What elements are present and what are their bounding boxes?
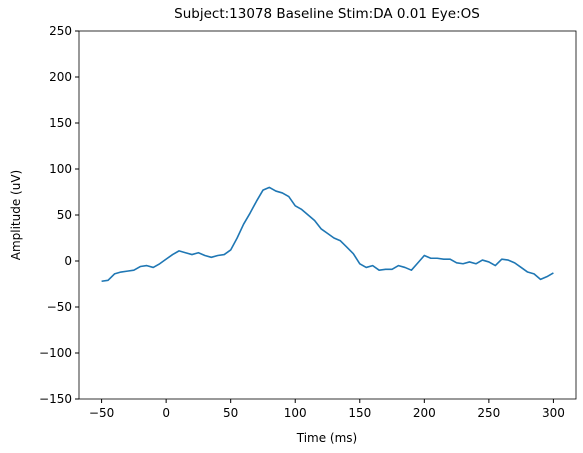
y-tick-label: 200 (49, 70, 72, 84)
x-tick-label: 300 (542, 406, 565, 420)
x-tick-label: 50 (223, 406, 238, 420)
line-series (101, 186, 554, 283)
x-tick-label: 0 (162, 406, 170, 420)
x-tick-label: 200 (413, 406, 436, 420)
y-tick-label: 100 (49, 162, 72, 176)
x-tick-label: −50 (89, 406, 114, 420)
y-tick-label: −150 (39, 392, 72, 406)
y-tick-label: 150 (49, 116, 72, 130)
y-tick-label: −100 (39, 346, 72, 360)
x-tick-label: 250 (477, 406, 500, 420)
y-tick-label: 0 (64, 254, 72, 268)
x-tick-label: 100 (284, 406, 307, 420)
y-tick-label: 50 (57, 208, 72, 222)
x-axis-label: Time (ms) (296, 431, 358, 445)
y-tick-label: 250 (49, 24, 72, 38)
y-tick-label: −50 (47, 300, 72, 314)
y-axis-label: Amplitude (uV) (9, 170, 23, 261)
x-tick-label: 150 (348, 406, 371, 420)
chart-title: Subject:13078 Baseline Stim:DA 0.01 Eye:… (174, 6, 480, 22)
plot-frame (78, 30, 577, 400)
